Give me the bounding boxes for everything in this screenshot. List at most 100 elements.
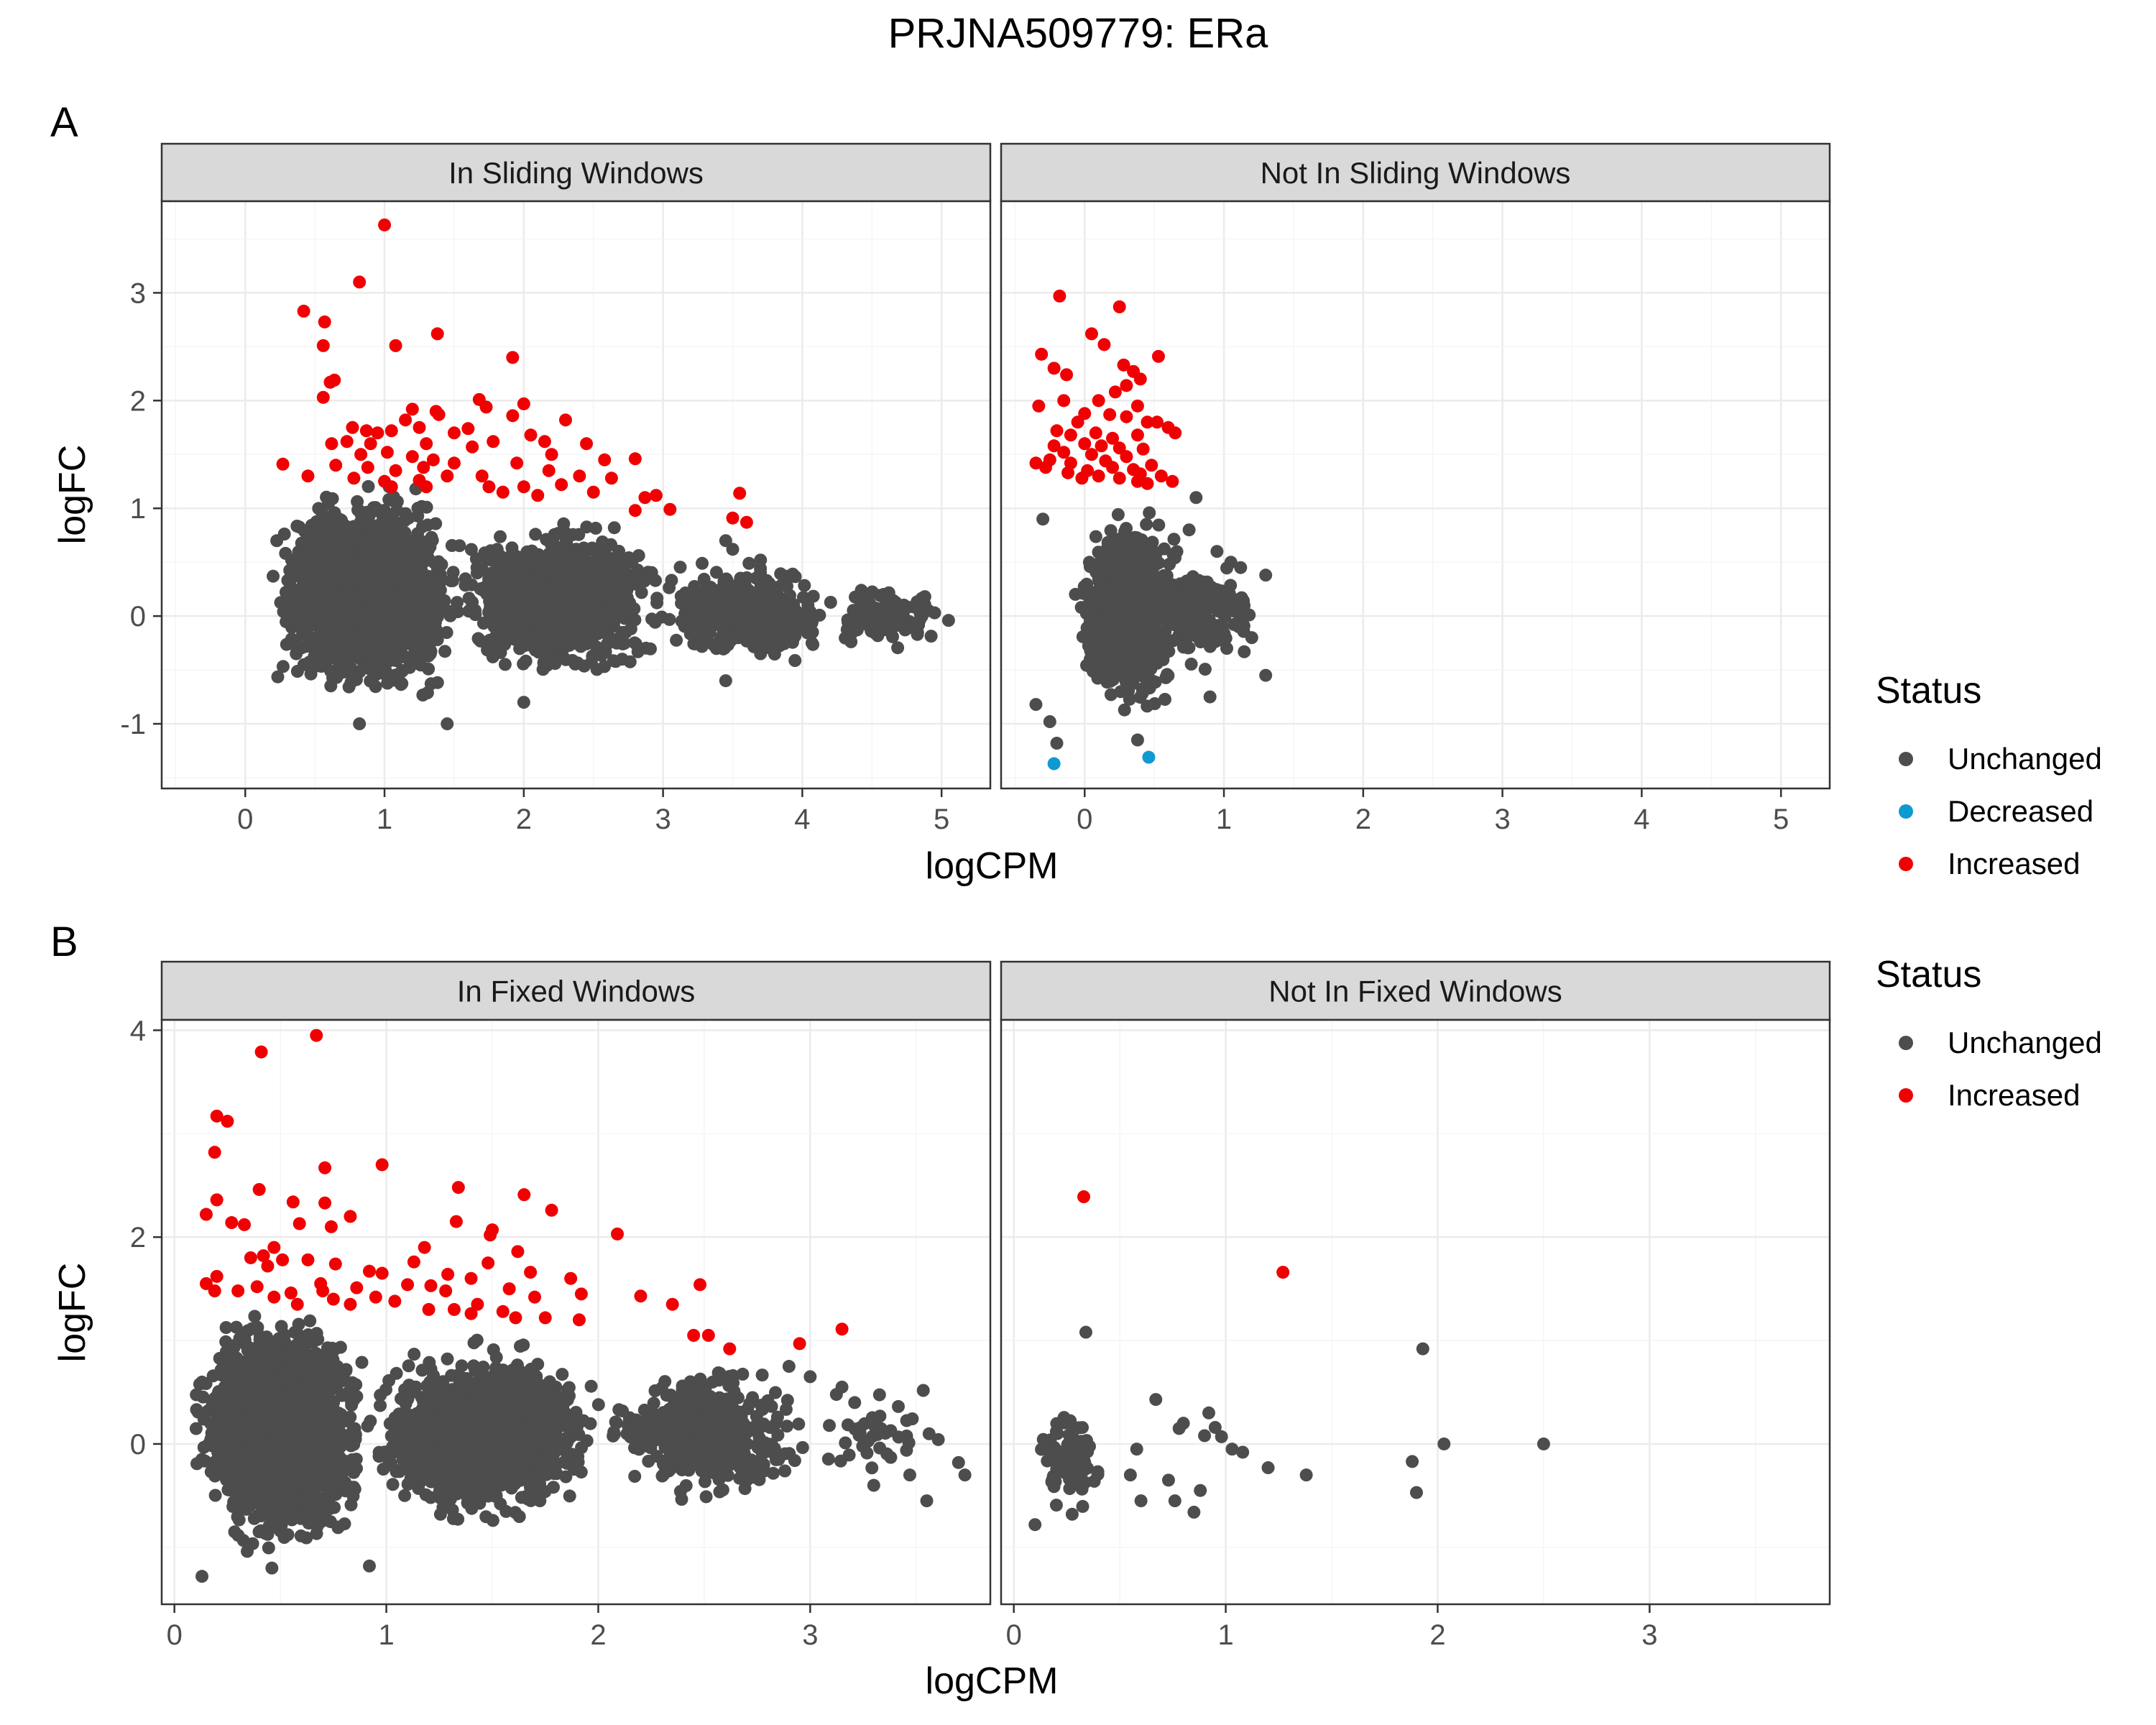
point-increased [399, 413, 413, 427]
facet-strip-label: Not In Sliding Windows [1261, 156, 1571, 190]
point-increased [347, 472, 361, 485]
point-increased [447, 426, 461, 440]
point-unchanged [1089, 530, 1102, 543]
point-unchanged [480, 587, 494, 601]
point-unchanged [420, 577, 434, 591]
point-unchanged [739, 594, 752, 607]
point-unchanged [551, 604, 565, 617]
point-increased [542, 464, 556, 477]
point-unchanged [332, 589, 346, 603]
point-increased [506, 351, 520, 364]
point-unchanged [529, 528, 543, 541]
point-unchanged [761, 631, 775, 645]
x-tick-label: 3 [655, 804, 671, 835]
point-unchanged [371, 645, 384, 659]
x-tick-label: 5 [934, 804, 949, 835]
point-unchanged [1115, 554, 1128, 568]
point-unchanged [487, 620, 501, 633]
point-unchanged [340, 625, 353, 638]
point-unchanged [689, 627, 703, 640]
point-unchanged [535, 556, 549, 569]
point-increased [426, 453, 440, 466]
point-unchanged [891, 641, 905, 655]
point-unchanged [369, 501, 382, 515]
point-increased [323, 375, 337, 389]
point-increased [638, 491, 652, 505]
point-increased [354, 448, 368, 461]
point-unchanged [663, 612, 676, 626]
point-unchanged [1134, 600, 1148, 614]
point-unchanged [333, 572, 346, 586]
point-unchanged [440, 626, 453, 639]
point-unchanged [845, 626, 859, 640]
point-unchanged [1112, 532, 1126, 546]
point-unchanged [806, 625, 819, 639]
point-unchanged [788, 570, 802, 584]
point-increased [389, 464, 402, 477]
point-unchanged [699, 625, 712, 639]
point-unchanged [1083, 560, 1097, 574]
point-unchanged [303, 574, 317, 587]
point-unchanged [522, 592, 535, 605]
point-unchanged [774, 567, 788, 581]
point-unchanged [900, 617, 913, 630]
point-increased [461, 422, 475, 436]
point-unchanged [1111, 508, 1125, 521]
point-unchanged [1108, 670, 1122, 684]
point-unchanged [364, 518, 377, 531]
point-unchanged [531, 571, 545, 585]
point-unchanged [506, 579, 520, 592]
point-unchanged [411, 502, 425, 515]
point-unchanged [624, 622, 637, 635]
point-unchanged [598, 574, 611, 588]
point-increased [538, 435, 551, 448]
point-unchanged [798, 579, 811, 592]
point-unchanged [589, 521, 602, 535]
point-unchanged [538, 598, 551, 612]
point-unchanged [780, 579, 793, 592]
point-unchanged [469, 608, 482, 622]
y-tick-label: 1 [130, 493, 146, 525]
point-unchanged [285, 553, 298, 567]
point-unchanged [349, 529, 362, 543]
point-unchanged [582, 595, 595, 609]
point-unchanged [390, 561, 404, 574]
point-increased [555, 478, 568, 492]
point-unchanged [1080, 577, 1094, 591]
point-increased [340, 435, 354, 448]
point-unchanged [574, 632, 588, 645]
point-unchanged [357, 630, 371, 643]
grid-lines [162, 201, 990, 788]
point-unchanged [1094, 562, 1107, 576]
point-unchanged [648, 615, 662, 629]
point-unchanged [504, 604, 517, 617]
point-unchanged [620, 591, 634, 604]
point-unchanged [517, 657, 530, 671]
point-unchanged [443, 604, 457, 618]
point-increased [432, 408, 446, 421]
point-unchanged [453, 539, 466, 553]
point-unchanged [356, 547, 370, 561]
point-unchanged [1084, 647, 1098, 661]
point-increased [524, 428, 538, 442]
point-unchanged [416, 689, 430, 702]
point-unchanged [612, 603, 625, 617]
point-unchanged [691, 612, 705, 626]
point-unchanged [501, 621, 515, 635]
point-unchanged [1167, 533, 1181, 546]
point-unchanged [517, 696, 530, 709]
point-increased [479, 400, 493, 414]
point-unchanged [806, 638, 820, 651]
point-unchanged [694, 586, 707, 599]
point-unchanged [1135, 553, 1149, 566]
point-unchanged [586, 649, 599, 663]
point-unchanged [398, 526, 412, 539]
point-unchanged [607, 589, 621, 602]
x-tick-label: 0 [237, 804, 253, 835]
point-unchanged [301, 616, 315, 630]
point-unchanged [1104, 603, 1118, 617]
point-unchanged [379, 666, 393, 680]
point-unchanged [787, 622, 801, 635]
point-unchanged [271, 670, 285, 684]
